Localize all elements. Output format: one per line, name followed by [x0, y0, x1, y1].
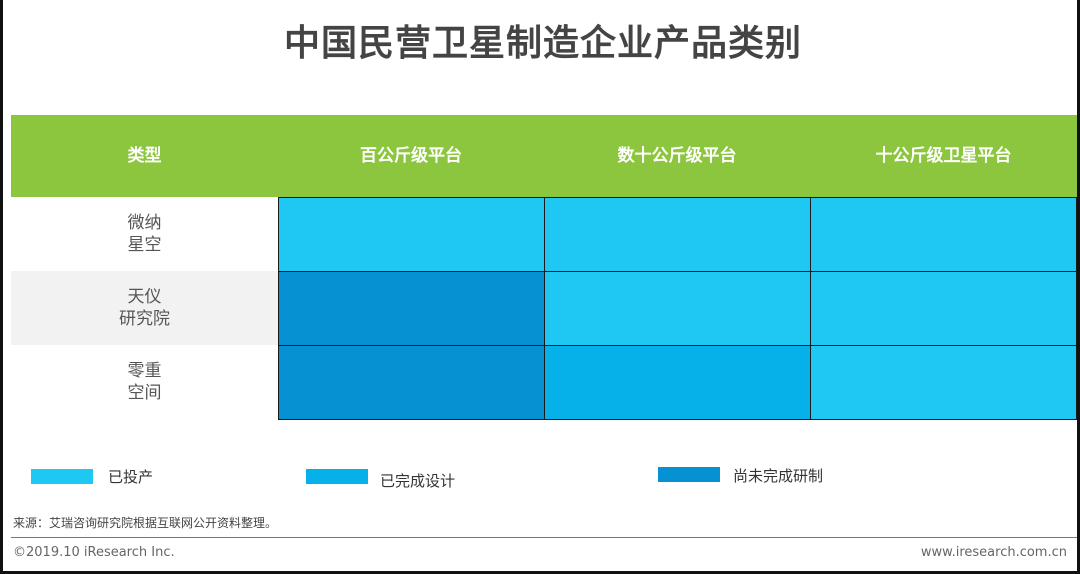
row-label-tianyi: 天仪 研究院 — [11, 271, 278, 345]
table-header: 类型 百公斤级平台 数十公斤级平台 十公斤级卫星平台 — [11, 115, 1077, 197]
legend-swatch-unfinished — [658, 467, 720, 482]
source-note: 来源：艾瑞咨询研究院根据互联网公开资料整理。 — [13, 516, 278, 530]
legend-label-designed: 已完成设计 — [380, 472, 456, 490]
header-col-2: 数十公斤级平台 — [617, 146, 737, 166]
website-link: www.iresearch.com.cn — [920, 545, 1067, 560]
legend-label-produced: 已投产 — [108, 468, 154, 486]
legend-label-unfinished: 尚未完成研制 — [733, 467, 824, 485]
row-label-line: 天仪 — [127, 287, 162, 307]
matrix-cell-r2-c2 — [544, 271, 811, 346]
row-label-line: 研究院 — [119, 309, 170, 329]
matrix-cell-r1-c1 — [278, 197, 545, 272]
header-col-1: 百公斤级平台 — [360, 146, 462, 166]
row-label-line: 微纳 — [127, 213, 162, 233]
row-label-line: 空间 — [127, 383, 162, 403]
matrix-cell-r3-c1 — [278, 345, 545, 420]
row-label-line: 星空 — [127, 235, 162, 255]
legend-swatch-produced — [31, 469, 93, 484]
row-label-weina: 微纳 星空 — [11, 197, 278, 271]
footer-divider — [11, 537, 1077, 538]
matrix-cell-r3-c2 — [544, 345, 811, 420]
matrix-cell-r1-c3 — [810, 197, 1077, 272]
matrix-cell-r1-c2 — [544, 197, 811, 272]
matrix-cell-r3-c3 — [810, 345, 1077, 420]
matrix-cell-r2-c1 — [278, 271, 545, 346]
header-type: 类型 — [127, 146, 162, 166]
legend-swatch-designed — [306, 469, 368, 484]
row-label-line: 零重 — [127, 361, 162, 381]
copyright-text: ©2019.10 iResearch Inc. — [13, 545, 175, 560]
matrix-cell-r2-c3 — [810, 271, 1077, 346]
chart-title: 中国民营卫星制造企业产品类别 — [283, 23, 802, 64]
row-label-lingzhong: 零重 空间 — [11, 345, 278, 419]
header-col-3: 十公斤级卫星平台 — [875, 146, 1012, 166]
